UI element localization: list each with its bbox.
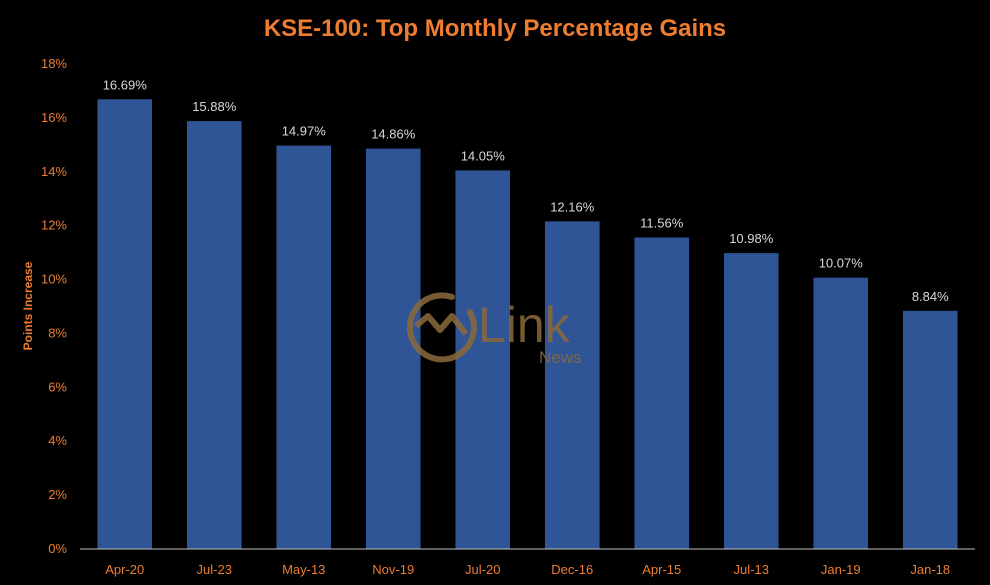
x-tick-label: Jul-13 [734, 562, 769, 577]
data-label: 12.16% [550, 199, 595, 214]
bar [276, 145, 332, 549]
watermark-logo: Link News [406, 292, 582, 367]
y-tick-label: 18% [41, 56, 67, 71]
watermark-chart-icon [414, 313, 469, 336]
y-axis: 0% 2% 4% 6% 8% 10% 12% 14% 16% 18% [41, 56, 67, 556]
data-label: 8.84% [912, 289, 949, 304]
bar [634, 237, 690, 549]
bar [455, 170, 511, 550]
x-tick-label: Jul-23 [197, 562, 232, 577]
x-tick-label: Jan-18 [910, 562, 950, 577]
watermark-ring-icon [406, 292, 477, 363]
data-label: 15.88% [192, 99, 237, 114]
y-tick-label: 0% [48, 541, 67, 556]
y-tick-label: 12% [41, 218, 67, 233]
bar [186, 121, 242, 549]
x-tick-label: Jul-20 [465, 562, 500, 577]
data-label: 14.86% [371, 127, 416, 142]
y-tick-label: 10% [41, 272, 67, 287]
chart-title: KSE-100: Top Monthly Percentage Gains [264, 15, 726, 42]
bar [813, 277, 869, 549]
y-tick-label: 6% [48, 379, 67, 394]
y-axis-title: Points Increase [21, 261, 35, 350]
bar [365, 148, 421, 549]
data-label: 14.97% [282, 124, 327, 139]
data-label: 14.05% [461, 148, 506, 163]
x-tick-label: Apr-15 [642, 562, 681, 577]
x-axis-labels: Apr-20 Jul-23 May-13 Nov-19 Jul-20 Dec-16 Apr-… [105, 562, 950, 577]
watermark-brand: Link [478, 297, 571, 353]
watermark-sub: News [539, 348, 582, 367]
data-label: 10.07% [819, 256, 864, 271]
bar [723, 253, 779, 549]
data-label: 11.56% [640, 216, 684, 231]
x-tick-label: Jan-19 [821, 562, 861, 577]
y-tick-label: 4% [48, 433, 67, 448]
y-tick-label: 8% [48, 325, 67, 340]
bar [97, 99, 153, 549]
y-tick-label: 16% [41, 110, 67, 125]
y-tick-label: 2% [48, 487, 67, 502]
y-tick-label: 14% [41, 164, 67, 179]
data-label: 10.98% [729, 231, 774, 246]
x-tick-label: Nov-19 [372, 562, 414, 577]
bar [544, 221, 600, 549]
bars-group: 16.69% 15.88% 14.97% 14.86% 14.05% 12.16% 11.5… [97, 77, 958, 550]
x-tick-label: Dec-16 [551, 562, 593, 577]
data-label: 16.69% [103, 77, 148, 92]
x-tick-label: Apr-20 [105, 562, 144, 577]
x-tick-label: May-13 [282, 562, 325, 577]
bar [902, 310, 958, 549]
